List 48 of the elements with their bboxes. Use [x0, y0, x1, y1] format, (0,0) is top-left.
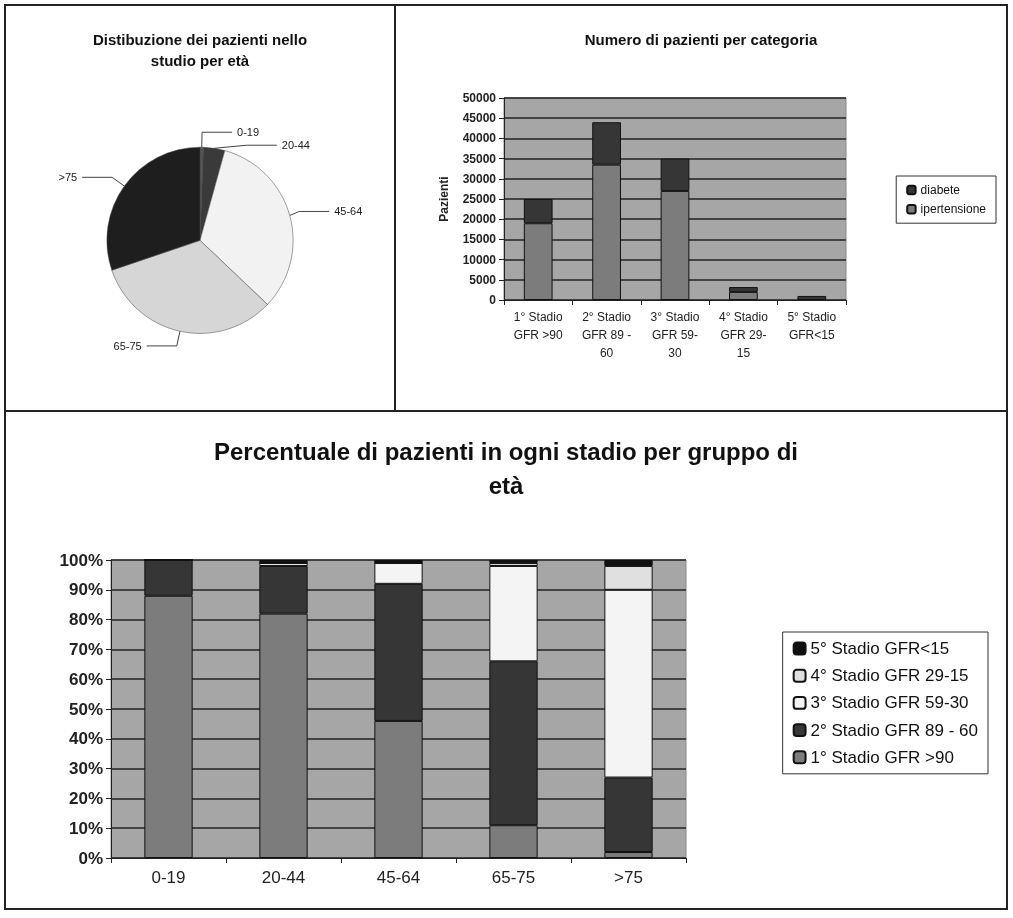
x-tick-label: 45-64	[376, 868, 421, 887]
legend-label: ipertensione	[920, 202, 987, 217]
y-tick-label: 40%	[68, 729, 103, 749]
slice-label: 65-75	[113, 339, 142, 352]
legend-label: 4° Stadio GFR 29-15	[810, 666, 969, 686]
slice-label: 20-44	[281, 139, 310, 152]
slice-label: 0-19	[237, 126, 260, 139]
y-tick-label: 80%	[68, 610, 103, 630]
legend-label: 5° Stadio GFR<15	[810, 639, 950, 658]
chart-title: Distibuzione dei pazienti nello studio per età	[92, 31, 308, 69]
legend-label: 1° Stadio GFR >90	[810, 747, 954, 767]
legend-label: 3° Stadio GFR 59-30	[810, 693, 969, 713]
slice-label: >75	[58, 171, 78, 184]
slice-label: 45-64	[334, 205, 363, 218]
x-tick-label: 3° Stadio GFR 59- 30	[650, 310, 700, 360]
y-tick-label: 40000	[462, 131, 497, 146]
y-tick-label: 30000	[462, 171, 497, 186]
y-tick-label: 20000	[462, 212, 497, 227]
legend-label: diabete	[920, 183, 961, 197]
legend-label: 2° Stadio GFR 89 - 60	[810, 720, 978, 740]
y-tick-label: 90%	[68, 580, 103, 600]
x-tick-label: 20-44	[261, 868, 306, 887]
x-tick-label: 2° Stadio GFR 89 - 60	[581, 310, 632, 360]
y-tick-label: 35000	[462, 151, 497, 166]
x-tick-label: 0-19	[151, 868, 186, 887]
y-tick-label: 45000	[462, 111, 497, 126]
y-tick-label: 100%	[59, 550, 103, 570]
y-tick-label: 25000	[462, 192, 497, 206]
y-tick-label: 0%	[78, 848, 103, 868]
x-tick-label: 4° Stadio GFR 29- 15	[718, 310, 769, 360]
x-tick-label: 5° Stadio GFR<15	[787, 310, 837, 342]
x-tick-label: 65-75	[491, 868, 536, 887]
y-tick-label: 20%	[68, 788, 103, 808]
x-tick-label: 1° Stadio GFR >90	[513, 310, 564, 342]
y-tick-label: 0	[489, 293, 497, 307]
y-tick-label: 15000	[462, 232, 497, 247]
y-axis-title: Pazienti	[437, 176, 451, 222]
y-tick-label: 5000	[469, 272, 497, 287]
chart-title: Numero di pazienti per categoria	[584, 31, 818, 48]
y-tick-label: 70%	[68, 639, 103, 659]
x-tick-label: >75	[614, 868, 643, 887]
y-tick-label: 50%	[68, 699, 103, 719]
y-tick-label: 10000	[462, 252, 497, 267]
chart-title: Percentuale di pazienti in ogni stadio per gruppo di età	[213, 438, 799, 499]
y-tick-label: 60%	[68, 669, 103, 689]
y-tick-label: 10%	[68, 818, 103, 838]
y-tick-label: 30%	[68, 759, 103, 779]
y-tick-label: 50000	[462, 91, 497, 105]
